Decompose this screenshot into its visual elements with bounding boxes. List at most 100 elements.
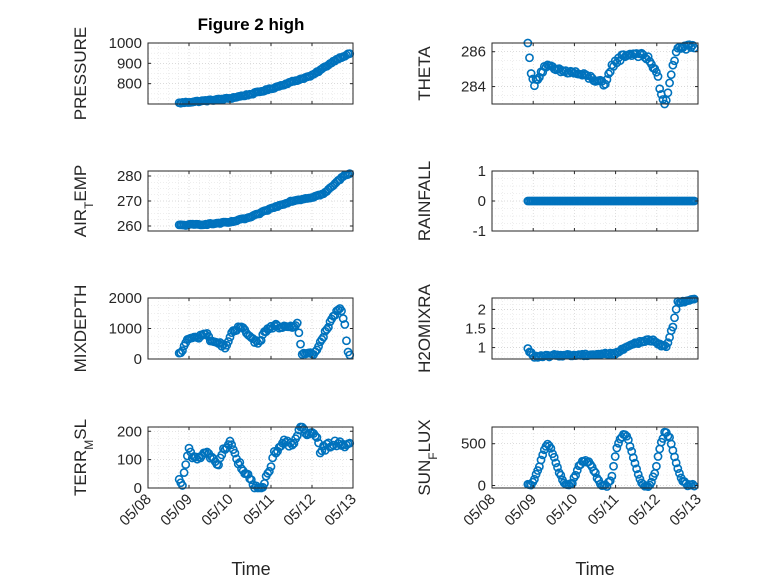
panel-pressure: 800 900 1000 PRESSURE: [71, 27, 355, 120]
data-point: [647, 477, 656, 487]
data-point: [227, 440, 237, 450]
y-axis-label: H2OMIXRA: [415, 283, 434, 372]
y-tick-label: 1000: [109, 35, 142, 52]
x-tick-label: 05/13: [321, 491, 360, 530]
data-point: [310, 431, 320, 441]
y-tick-label: 260: [117, 218, 142, 235]
data-point: [600, 79, 610, 89]
x-tick-label: 05/13: [666, 491, 705, 530]
data-point: [256, 336, 266, 345]
data-point: [604, 69, 613, 79]
y-tick-label: 1: [478, 163, 486, 180]
data-point: [317, 446, 327, 456]
x-tick-label: 05/10: [198, 491, 237, 530]
data-point: [591, 468, 600, 478]
panel-h2omixra: 1 1.5 2 H2OMIXRA: [415, 283, 699, 373]
axes-frame: [147, 42, 354, 105]
x-tick-label: 05/12: [280, 491, 319, 530]
panel-mixdepth: 0 1000 2000 MIXDEPTH: [71, 285, 355, 372]
data-point: [266, 462, 276, 472]
data-point: [322, 325, 332, 334]
data-point: [340, 320, 350, 329]
x-axis-label-left: Time: [231, 559, 270, 579]
panel-sun-flux: 0 500 05/08 05/09 05/10 05/11 05/12 05/13 SUNFLU…: [415, 419, 705, 529]
data-point: [525, 53, 534, 63]
y-tick-label: 0: [134, 480, 142, 497]
y-tick-label: 284: [461, 79, 486, 96]
y-tick-label: 800: [117, 76, 142, 93]
data-point: [653, 452, 663, 461]
data-point: [663, 338, 673, 348]
data-point: [536, 455, 546, 465]
data-point: [666, 70, 676, 80]
data-points: [523, 196, 699, 206]
data-point: [179, 468, 189, 477]
data-points: [174, 304, 355, 360]
data-point: [538, 450, 548, 460]
data-point: [670, 56, 679, 66]
data-point: [670, 313, 679, 323]
y-tick-label: 2: [478, 301, 486, 318]
y-axis-label: TERRMSL: [71, 419, 96, 496]
data-point: [223, 337, 233, 346]
axes-frame: [491, 426, 699, 489]
data-point: [653, 72, 663, 81]
y-tick-label: 1.5: [465, 321, 486, 338]
panel-air-temp: 260 270 280 AIRTEMP: [71, 165, 355, 238]
data-point: [675, 468, 684, 478]
panel-rainfall: -1 0 1 RAINFALL: [415, 161, 699, 241]
data-point: [176, 348, 186, 358]
y-tick-label: 0: [478, 193, 486, 210]
data-point: [671, 304, 681, 314]
data-point: [671, 458, 681, 468]
data-point: [633, 469, 643, 479]
axes-frame: [491, 42, 699, 105]
figure-title: Figure 2 high: [198, 15, 305, 34]
data-point: [323, 322, 333, 332]
data-point: [294, 328, 304, 338]
data-point: [632, 464, 642, 474]
data-point: [668, 60, 678, 70]
y-tick-label: 200: [117, 423, 142, 440]
data-point: [225, 332, 235, 342]
data-point: [292, 431, 302, 441]
y-axis-label: THETA: [415, 46, 434, 101]
y-tick-label: 900: [117, 55, 142, 72]
x-tick-label: 05/09: [157, 491, 196, 530]
data-points: [174, 169, 355, 230]
y-tick-label: 1: [478, 340, 486, 357]
data-points: [523, 427, 699, 491]
data-point: [181, 460, 191, 469]
y-tick-label: 0: [478, 477, 486, 494]
data-point: [530, 474, 539, 484]
data-point: [655, 84, 665, 94]
data-point: [610, 452, 620, 461]
y-tick-label: 2000: [109, 290, 142, 307]
data-point: [651, 67, 661, 77]
data-point: [342, 336, 351, 346]
data-point: [526, 69, 536, 78]
data-point: [661, 342, 671, 352]
data-point: [551, 458, 561, 468]
x-tick-label: 05/12: [625, 491, 664, 530]
data-point: [630, 458, 640, 468]
x-axis-label-right: Time: [575, 559, 614, 579]
x-tick-label: 05/08: [460, 491, 499, 530]
data-points: [174, 422, 355, 493]
y-axis-label: AIRTEMP: [71, 165, 96, 238]
y-tick-label: 270: [117, 193, 142, 210]
data-point: [643, 52, 653, 62]
y-axis-label: RAINFALL: [415, 161, 434, 241]
x-tick-label: 05/11: [585, 491, 623, 529]
data-points: [523, 294, 699, 362]
y-tick-label: 280: [117, 168, 142, 185]
data-point: [628, 453, 638, 463]
data-point: [230, 448, 240, 458]
data-point: [670, 452, 679, 462]
data-point: [337, 306, 346, 316]
data-point: [314, 342, 323, 351]
data-point: [549, 452, 559, 462]
data-point: [577, 70, 587, 80]
y-tick-label: 500: [461, 436, 486, 453]
data-points: [174, 49, 355, 108]
